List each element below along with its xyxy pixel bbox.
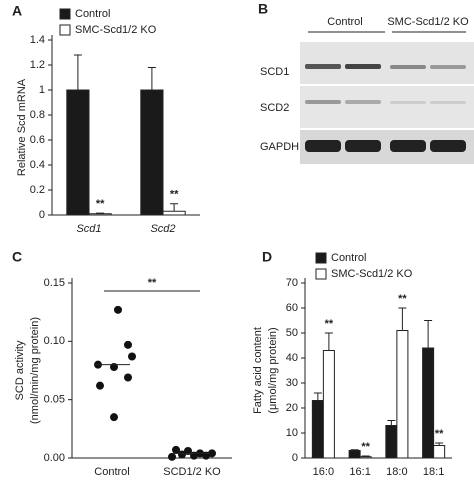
- y-tick-label: 0.05: [44, 394, 65, 406]
- y-tick-label: 20: [286, 402, 298, 414]
- y-tick-label: 0.8: [30, 109, 45, 121]
- blot-group: SMC-Scd1/2 KO: [387, 16, 469, 28]
- panel-label: A: [12, 3, 22, 19]
- panel-label: C: [12, 249, 22, 265]
- legend-label: SMC-Scd1/2 KO: [75, 24, 157, 36]
- bar: [66, 89, 90, 216]
- legend-swatch: [315, 268, 327, 280]
- data-point: [110, 413, 118, 422]
- y-axis-label: (μmol/mg protein): [267, 327, 279, 413]
- significance: **: [170, 189, 179, 201]
- y-tick-label: 0.10: [44, 335, 65, 347]
- y-tick-label: 50: [286, 327, 298, 339]
- legend-swatch: [59, 8, 71, 20]
- significance: **: [435, 428, 444, 440]
- y-tick-label: 40: [286, 352, 298, 364]
- y-tick-label: 0: [39, 209, 45, 221]
- y-axis-label: Relative Scd mRNA: [16, 78, 28, 176]
- x-tick-label: 18:1: [423, 466, 444, 478]
- y-tick-label: 70: [286, 277, 298, 289]
- legend-label: Control: [331, 252, 366, 264]
- x-tick-label: SCD1/2 KO: [163, 466, 221, 478]
- legend-swatch: [59, 24, 71, 36]
- bar: [433, 445, 446, 459]
- y-tick-label: 0.00: [44, 452, 65, 464]
- y-axis-label: SCD activity: [14, 340, 26, 400]
- bar: [311, 400, 324, 459]
- blot-row-label: SCD1: [260, 66, 289, 78]
- blot-row-label: GAPDH: [260, 141, 299, 153]
- y-axis-label: Fatty acid content: [252, 327, 264, 414]
- data-point: [208, 449, 216, 458]
- x-tick-label: Scd1: [76, 223, 101, 235]
- y-tick-label: 0: [292, 452, 298, 464]
- significance: **: [325, 318, 334, 330]
- x-tick-label: 16:1: [349, 466, 370, 478]
- blot-row-label: SCD2: [260, 102, 289, 114]
- legend-swatch: [315, 252, 327, 264]
- blot-group: Control: [327, 16, 362, 28]
- x-tick-label: 16:0: [313, 466, 334, 478]
- y-tick-label: 0.4: [30, 159, 45, 171]
- data-point: [124, 373, 132, 382]
- y-tick-label: 60: [286, 302, 298, 314]
- data-point: [96, 381, 104, 390]
- bar: [88, 213, 112, 216]
- y-tick-label: 1.2: [30, 59, 45, 71]
- y-axis-label: (nmol/min/mg protein): [29, 317, 41, 424]
- y-tick-label: 30: [286, 377, 298, 389]
- y-tick-label: 0.15: [44, 277, 65, 289]
- x-tick-label: 18:0: [386, 466, 407, 478]
- data-point: [114, 305, 122, 314]
- blot-image: [300, 42, 474, 164]
- legend-label: SMC-Scd1/2 KO: [331, 268, 413, 280]
- y-tick-label: 10: [286, 427, 298, 439]
- significance: **: [361, 441, 370, 453]
- bar: [162, 210, 186, 216]
- bar: [359, 456, 372, 459]
- bar: [396, 330, 409, 459]
- y-tick-label: 0.6: [30, 134, 45, 146]
- y-tick-label: 0.2: [30, 184, 45, 196]
- bar: [140, 89, 164, 216]
- bar: [322, 350, 335, 459]
- bar: [385, 425, 398, 459]
- significance: **: [398, 293, 407, 305]
- data-point: [172, 445, 180, 454]
- bar: [422, 347, 435, 459]
- data-point: [128, 352, 136, 361]
- y-tick-label: 1: [39, 84, 45, 96]
- panel-label: D: [262, 249, 272, 265]
- data-point: [178, 450, 186, 459]
- data-point: [124, 340, 132, 349]
- panel-label: B: [258, 1, 268, 17]
- x-tick-label: Control: [94, 466, 129, 478]
- x-tick-label: Scd2: [150, 223, 175, 235]
- significance: **: [148, 277, 157, 289]
- y-tick-label: 1.4: [30, 34, 45, 46]
- bar: [348, 450, 361, 459]
- data-point: [168, 452, 176, 461]
- legend-label: Control: [75, 8, 110, 20]
- significance: **: [96, 198, 105, 210]
